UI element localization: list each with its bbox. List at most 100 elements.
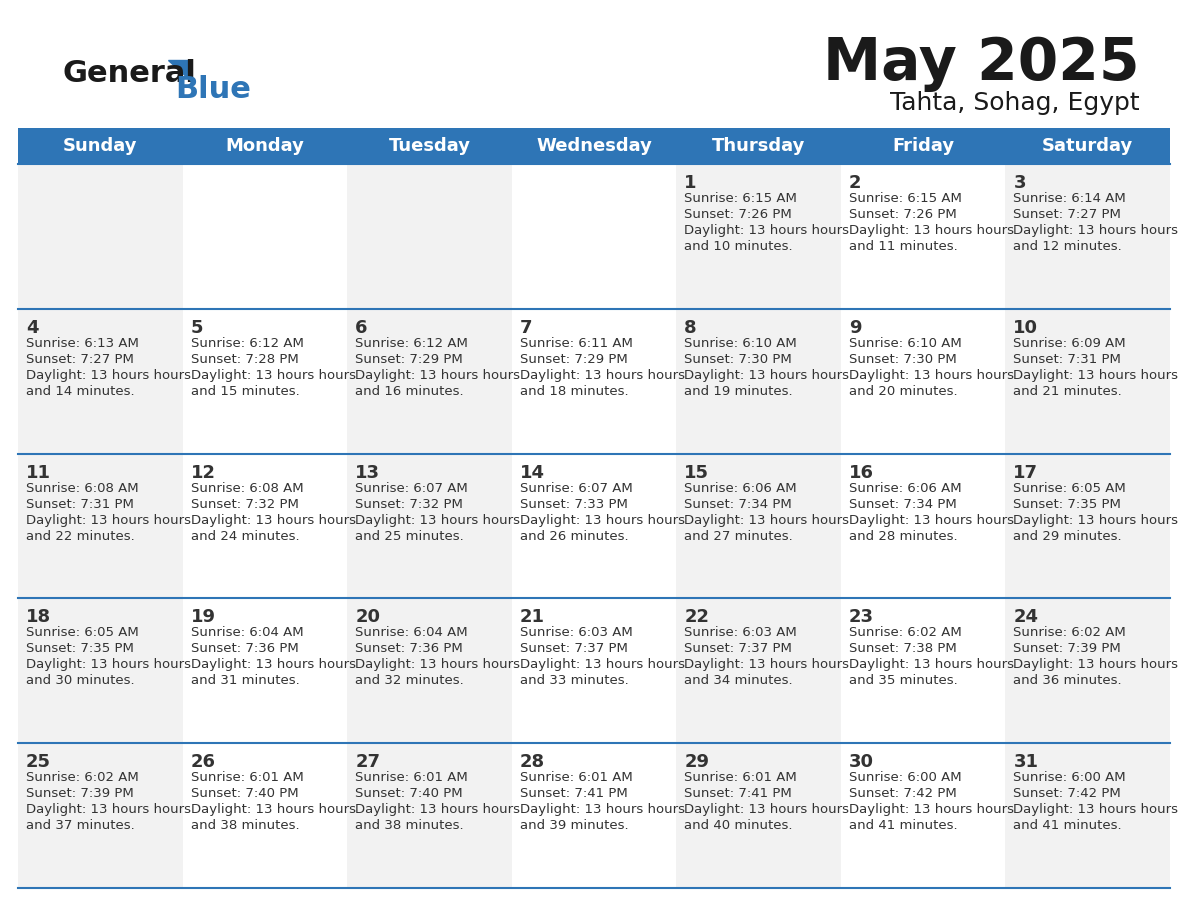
Text: Daylight: 13 hours hours: Daylight: 13 hours hours (355, 513, 520, 527)
Text: Sunset: 7:36 PM: Sunset: 7:36 PM (355, 643, 463, 655)
Text: 29: 29 (684, 753, 709, 771)
Text: and 24 minutes.: and 24 minutes. (190, 530, 299, 543)
Text: 30: 30 (849, 753, 874, 771)
Text: Daylight: 13 hours hours: Daylight: 13 hours hours (190, 803, 355, 816)
Text: and 11 minutes.: and 11 minutes. (849, 240, 958, 253)
Text: Daylight: 13 hours hours: Daylight: 13 hours hours (849, 513, 1013, 527)
Bar (18, 308, 183, 453)
Text: 14: 14 (519, 464, 545, 482)
Text: 4: 4 (26, 319, 38, 337)
Text: and 29 minutes.: and 29 minutes. (1013, 530, 1121, 543)
Text: Sunrise: 6:08 AM: Sunrise: 6:08 AM (190, 482, 303, 495)
Text: Sunrise: 6:06 AM: Sunrise: 6:06 AM (684, 482, 797, 495)
Text: and 12 minutes.: and 12 minutes. (1013, 240, 1123, 253)
Text: and 41 minutes.: and 41 minutes. (849, 819, 958, 833)
Text: Daylight: 13 hours hours: Daylight: 13 hours hours (849, 658, 1013, 671)
Text: Tahta, Sohag, Egypt: Tahta, Sohag, Egypt (890, 91, 1140, 115)
Bar (183, 164, 347, 308)
Bar (18, 744, 183, 888)
Text: Sunrise: 6:15 AM: Sunrise: 6:15 AM (684, 192, 797, 205)
Text: Sunrise: 6:02 AM: Sunrise: 6:02 AM (26, 771, 139, 784)
Text: Daylight: 13 hours hours: Daylight: 13 hours hours (190, 513, 355, 527)
Text: 20: 20 (355, 609, 380, 626)
Text: Sunrise: 6:06 AM: Sunrise: 6:06 AM (849, 482, 961, 495)
Text: Sunset: 7:31 PM: Sunset: 7:31 PM (1013, 353, 1121, 365)
Text: Sunset: 7:40 PM: Sunset: 7:40 PM (355, 788, 463, 800)
Text: Thursday: Thursday (712, 137, 805, 155)
Text: and 28 minutes.: and 28 minutes. (849, 530, 958, 543)
Text: Daylight: 13 hours hours: Daylight: 13 hours hours (519, 658, 684, 671)
Text: Daylight: 13 hours hours: Daylight: 13 hours hours (684, 513, 849, 527)
Text: Daylight: 13 hours hours: Daylight: 13 hours hours (849, 224, 1013, 237)
Bar (1005, 744, 1170, 888)
Text: and 27 minutes.: and 27 minutes. (684, 530, 794, 543)
Text: and 41 minutes.: and 41 minutes. (1013, 819, 1121, 833)
Text: Sunrise: 6:01 AM: Sunrise: 6:01 AM (355, 771, 468, 784)
Text: and 10 minutes.: and 10 minutes. (684, 240, 792, 253)
Text: Sunset: 7:37 PM: Sunset: 7:37 PM (519, 643, 627, 655)
Text: and 31 minutes.: and 31 minutes. (190, 675, 299, 688)
Text: Daylight: 13 hours hours: Daylight: 13 hours hours (519, 513, 684, 527)
Text: 18: 18 (26, 609, 51, 626)
Text: 8: 8 (684, 319, 697, 337)
Text: Sunrise: 6:02 AM: Sunrise: 6:02 AM (849, 626, 961, 640)
Text: and 35 minutes.: and 35 minutes. (849, 675, 958, 688)
Text: Daylight: 13 hours hours: Daylight: 13 hours hours (519, 369, 684, 382)
Text: Daylight: 13 hours hours: Daylight: 13 hours hours (355, 658, 520, 671)
Text: Sunset: 7:30 PM: Sunset: 7:30 PM (684, 353, 792, 365)
Text: and 18 minutes.: and 18 minutes. (519, 385, 628, 397)
Text: 10: 10 (1013, 319, 1038, 337)
Polygon shape (168, 60, 190, 80)
Text: 19: 19 (190, 609, 215, 626)
Bar (183, 599, 347, 744)
Text: 25: 25 (26, 753, 51, 771)
Text: Sunrise: 6:11 AM: Sunrise: 6:11 AM (519, 337, 632, 350)
Text: Tuesday: Tuesday (388, 137, 470, 155)
Text: 21: 21 (519, 609, 545, 626)
Text: Daylight: 13 hours hours: Daylight: 13 hours hours (849, 369, 1013, 382)
Text: Sunset: 7:38 PM: Sunset: 7:38 PM (849, 643, 956, 655)
Text: Sunset: 7:39 PM: Sunset: 7:39 PM (26, 788, 134, 800)
Text: Sunset: 7:35 PM: Sunset: 7:35 PM (1013, 498, 1121, 510)
Text: Daylight: 13 hours hours: Daylight: 13 hours hours (355, 803, 520, 816)
Text: Daylight: 13 hours hours: Daylight: 13 hours hours (1013, 224, 1178, 237)
Text: Sunset: 7:27 PM: Sunset: 7:27 PM (1013, 208, 1121, 221)
Bar (676, 308, 841, 453)
Text: and 30 minutes.: and 30 minutes. (26, 675, 134, 688)
Text: Sunrise: 6:14 AM: Sunrise: 6:14 AM (1013, 192, 1126, 205)
Text: Daylight: 13 hours hours: Daylight: 13 hours hours (1013, 513, 1178, 527)
Text: Sunrise: 6:04 AM: Sunrise: 6:04 AM (190, 626, 303, 640)
Text: and 34 minutes.: and 34 minutes. (684, 675, 792, 688)
Text: 23: 23 (849, 609, 874, 626)
Bar (676, 599, 841, 744)
Text: Daylight: 13 hours hours: Daylight: 13 hours hours (190, 658, 355, 671)
Text: Daylight: 13 hours hours: Daylight: 13 hours hours (1013, 803, 1178, 816)
Text: Sunset: 7:30 PM: Sunset: 7:30 PM (849, 353, 956, 365)
Bar (512, 308, 676, 453)
Text: and 39 minutes.: and 39 minutes. (519, 819, 628, 833)
Text: Blue: Blue (175, 75, 251, 105)
Text: Saturday: Saturday (1042, 137, 1133, 155)
Bar (1005, 599, 1170, 744)
Bar (841, 453, 1005, 599)
Text: Sunset: 7:42 PM: Sunset: 7:42 PM (849, 788, 956, 800)
Text: Sunrise: 6:12 AM: Sunrise: 6:12 AM (355, 337, 468, 350)
Bar (183, 453, 347, 599)
Text: Sunset: 7:29 PM: Sunset: 7:29 PM (355, 353, 463, 365)
Text: 6: 6 (355, 319, 367, 337)
Text: Sunrise: 6:08 AM: Sunrise: 6:08 AM (26, 482, 139, 495)
Text: Sunset: 7:41 PM: Sunset: 7:41 PM (519, 788, 627, 800)
Text: Sunset: 7:27 PM: Sunset: 7:27 PM (26, 353, 134, 365)
Bar (841, 744, 1005, 888)
Text: Sunset: 7:34 PM: Sunset: 7:34 PM (684, 498, 792, 510)
Bar (512, 599, 676, 744)
Text: Daylight: 13 hours hours: Daylight: 13 hours hours (849, 803, 1013, 816)
Text: Sunrise: 6:00 AM: Sunrise: 6:00 AM (1013, 771, 1126, 784)
Text: Sunrise: 6:05 AM: Sunrise: 6:05 AM (26, 626, 139, 640)
Text: 11: 11 (26, 464, 51, 482)
Text: Sunrise: 6:10 AM: Sunrise: 6:10 AM (684, 337, 797, 350)
Text: Sunset: 7:36 PM: Sunset: 7:36 PM (190, 643, 298, 655)
Text: Daylight: 13 hours hours: Daylight: 13 hours hours (684, 369, 849, 382)
Text: Wednesday: Wednesday (536, 137, 652, 155)
Text: Sunrise: 6:12 AM: Sunrise: 6:12 AM (190, 337, 303, 350)
